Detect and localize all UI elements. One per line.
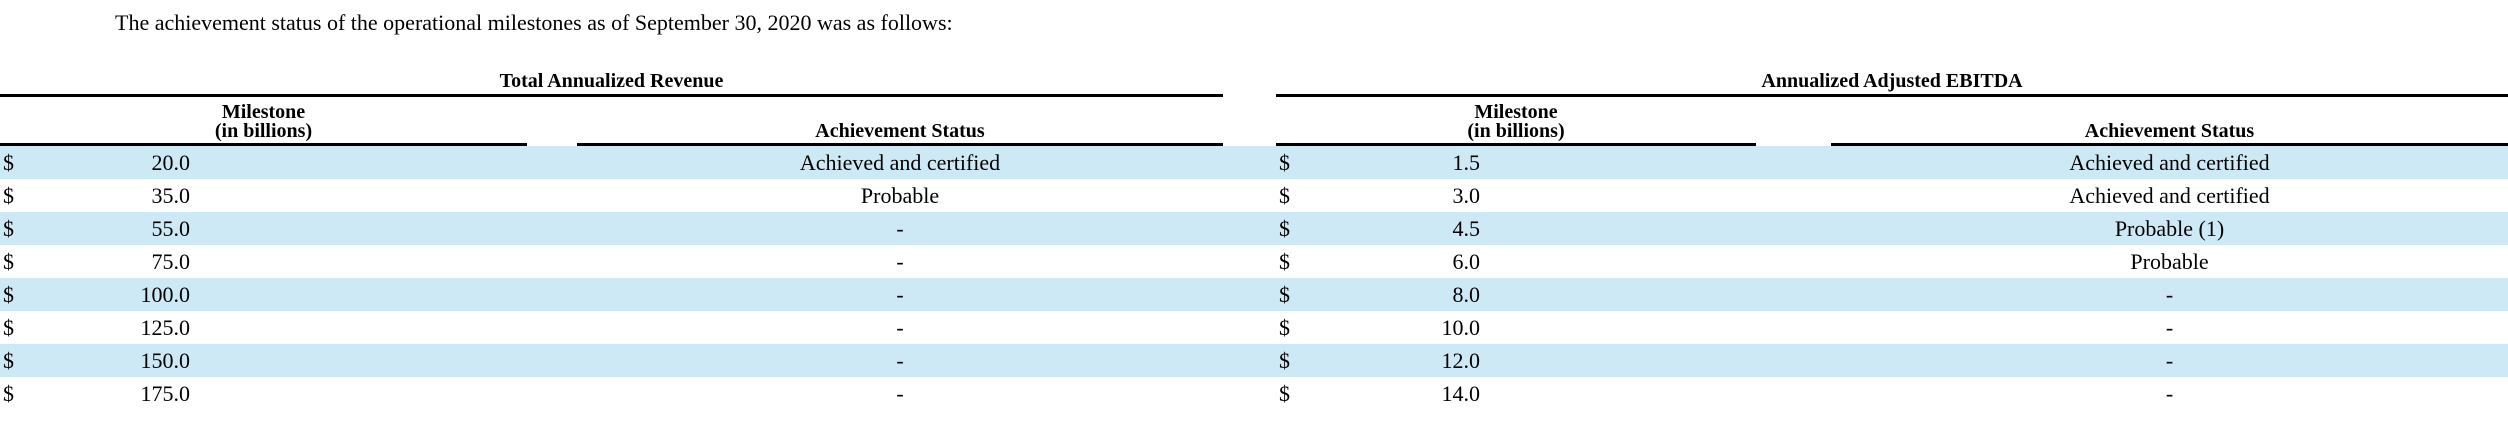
milestone-header-line1: Milestone <box>221 101 306 123</box>
ebitda-rows: $ 1.5 Achieved and certified $ 3.0 Achie… <box>1276 146 2508 410</box>
currency-symbol: $ <box>1279 216 1290 241</box>
currency-symbol: $ <box>3 183 14 208</box>
revenue-column-headers: Milestone (in billions) Achievement Stat… <box>0 97 1223 146</box>
currency-symbol: $ <box>1279 183 1290 208</box>
status-value: - <box>896 249 904 274</box>
table-row: $ 1.5 Achieved and certified <box>1276 146 2508 179</box>
milestone-value: 75.0 <box>151 249 191 274</box>
document-page: The achievement status of the operationa… <box>0 10 2508 410</box>
milestone-header-line2: (in billions) <box>214 120 313 142</box>
currency-symbol: $ <box>3 216 14 241</box>
ebitda-column-headers: Milestone (in billions) Achievement Stat… <box>1276 97 2508 146</box>
milestone-value: 55.0 <box>151 216 191 241</box>
status-value: - <box>896 315 904 340</box>
status-value: Probable <box>860 183 940 208</box>
table-row: $ 55.0 - <box>0 212 1223 245</box>
milestone-value: 10.0 <box>1441 315 1481 340</box>
currency-symbol: $ <box>1279 249 1290 274</box>
status-value: Achieved and certified <box>2069 183 2270 208</box>
currency-symbol: $ <box>1279 150 1290 175</box>
status-value: - <box>896 348 904 373</box>
status-value: - <box>2165 282 2174 307</box>
currency-symbol: $ <box>1279 381 1290 406</box>
status-value: - <box>896 381 904 406</box>
milestone-value: 150.0 <box>140 348 191 373</box>
table-row: $ 8.0 - <box>1276 278 2508 311</box>
milestone-value: 6.0 <box>1452 249 1481 274</box>
milestone-value: 8.0 <box>1452 282 1481 307</box>
table-row: $ 14.0 - <box>1276 377 2508 410</box>
revenue-table: Total Annualized Revenue Milestone (in b… <box>0 46 1223 410</box>
table-row: $ 125.0 - <box>0 311 1223 344</box>
status-value: - <box>2165 348 2174 373</box>
currency-symbol: $ <box>3 150 14 175</box>
status-value: - <box>896 216 904 241</box>
currency-symbol: $ <box>3 315 14 340</box>
column-header-gap <box>527 97 577 146</box>
ebitda-milestone-column-header: Milestone (in billions) <box>1276 97 1756 146</box>
status-value: - <box>896 282 904 307</box>
currency-symbol: $ <box>3 381 14 406</box>
milestone-value: 1.5 <box>1452 150 1481 175</box>
table-row: $ 20.0 Achieved and certified <box>0 146 1223 179</box>
table-row: $ 10.0 - <box>1276 311 2508 344</box>
status-value: Probable <box>2130 249 2209 274</box>
table-row: $ 4.5 Probable (1) <box>1276 212 2508 245</box>
currency-symbol: $ <box>1279 315 1290 340</box>
status-value: - <box>2165 381 2174 406</box>
table-row: $ 100.0 - <box>0 278 1223 311</box>
milestone-header-line2: (in billions) <box>1467 120 1565 142</box>
table-row: $ 35.0 Probable <box>0 179 1223 212</box>
milestones-tables: Total Annualized Revenue Milestone (in b… <box>0 46 2508 410</box>
milestone-value: 14.0 <box>1441 381 1481 406</box>
milestone-value: 175.0 <box>140 381 191 406</box>
table-row: $ 3.0 Achieved and certified <box>1276 179 2508 212</box>
currency-symbol: $ <box>3 249 14 274</box>
milestone-value: 12.0 <box>1441 348 1481 373</box>
milestone-header-line1: Milestone <box>1474 101 1558 123</box>
currency-symbol: $ <box>1279 348 1290 373</box>
table-separator <box>1223 46 1276 410</box>
table-row: $ 12.0 - <box>1276 344 2508 377</box>
ebitda-group-title: Annualized Adjusted EBITDA <box>1276 46 2508 97</box>
status-value: Achieved and certified <box>799 150 1001 175</box>
table-row: $ 75.0 - <box>0 245 1223 278</box>
table-row: $ 6.0 Probable <box>1276 245 2508 278</box>
revenue-milestone-column-header: Milestone (in billions) <box>0 97 527 146</box>
status-value: - <box>2165 315 2174 340</box>
revenue-status-column-header: Achievement Status <box>577 97 1223 146</box>
column-header-gap <box>1756 97 1831 146</box>
revenue-rows: $ 20.0 Achieved and certified $ 35.0 Pro… <box>0 146 1223 410</box>
currency-symbol: $ <box>3 348 14 373</box>
milestone-value: 35.0 <box>151 183 191 208</box>
table-row: $ 175.0 - <box>0 377 1223 410</box>
milestone-value: 3.0 <box>1452 183 1481 208</box>
milestone-value: 4.5 <box>1452 216 1481 241</box>
milestone-value: 20.0 <box>151 150 191 175</box>
intro-text: The achievement status of the operationa… <box>115 10 953 35</box>
status-value: Achieved and certified <box>2069 150 2270 175</box>
table-row: $ 150.0 - <box>0 344 1223 377</box>
currency-symbol: $ <box>3 282 14 307</box>
currency-symbol: $ <box>1279 282 1290 307</box>
milestone-value: 125.0 <box>140 315 191 340</box>
ebitda-status-column-header: Achievement Status <box>1831 97 2508 146</box>
revenue-group-title: Total Annualized Revenue <box>0 46 1223 97</box>
status-value: Probable (1) <box>2114 216 2225 241</box>
ebitda-table: Annualized Adjusted EBITDA Milestone (in… <box>1276 46 2508 410</box>
milestone-value: 100.0 <box>140 282 191 307</box>
